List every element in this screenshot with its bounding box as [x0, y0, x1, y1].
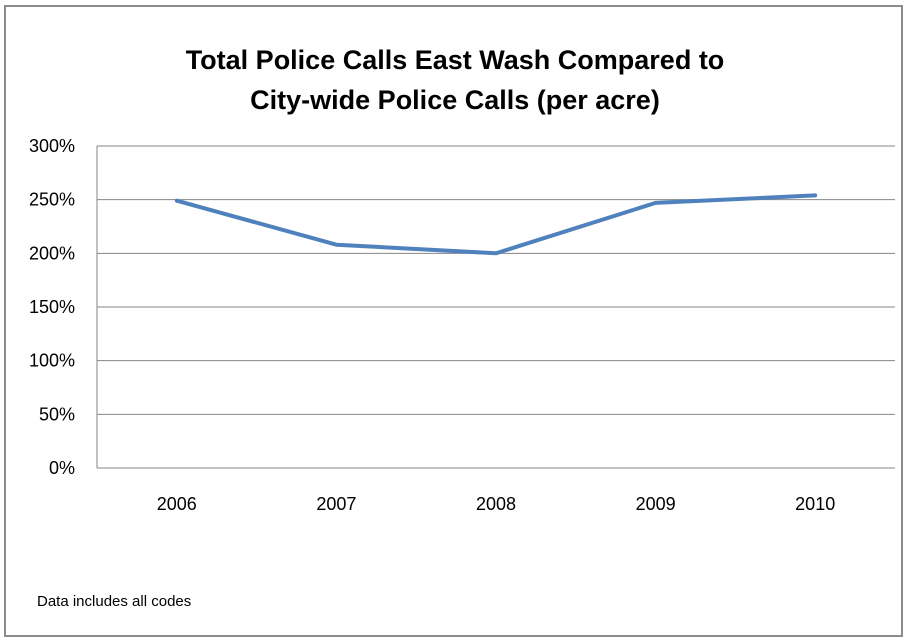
y-tick-label: 200% — [29, 243, 75, 263]
y-tick-label: 300% — [29, 136, 75, 156]
x-tick-label: 2006 — [157, 494, 197, 514]
y-tick-label: 100% — [29, 351, 75, 371]
x-tick-label: 2008 — [476, 494, 516, 514]
y-tick-label: 50% — [39, 404, 75, 424]
x-tick-label: 2007 — [316, 494, 356, 514]
x-tick-label: 2009 — [636, 494, 676, 514]
y-tick-label: 150% — [29, 297, 75, 317]
y-tick-label: 0% — [49, 458, 75, 478]
chart-title: Total Police Calls East Wash Compared to… — [0, 40, 910, 120]
chart-area — [4, 5, 903, 637]
chart-title-line-2: City-wide Police Calls (per acre) — [250, 85, 660, 115]
series-line — [174, 193, 818, 256]
x-tick-label: 2010 — [795, 494, 835, 514]
y-tick-label: 250% — [29, 190, 75, 210]
chart-footnote: Data includes all codes — [37, 593, 192, 610]
chart-title-line-1: Total Police Calls East Wash Compared to — [185, 45, 725, 75]
